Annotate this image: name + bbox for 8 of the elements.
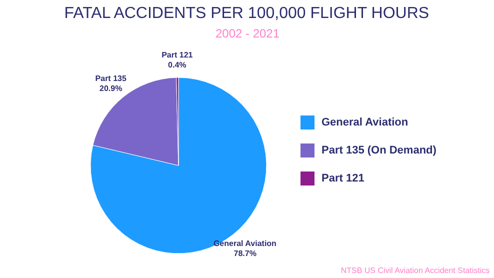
data-label: Part 121 0.4% — [162, 50, 194, 70]
text: NTSB US Civil Aviation Accident Statistics — [340, 266, 490, 275]
legend-label: Part 135 (On Demand) — [322, 144, 437, 156]
data-label: Part 135 20.9% — [95, 74, 127, 94]
legend-label: General Aviation — [322, 116, 408, 128]
chart-title: FATAL ACCIDENTS PER 100,000 FLIGHT HOURS — [64, 5, 430, 22]
legend-label: Part 121 — [322, 172, 364, 184]
chart-subtitle: 2002 - 2021 — [215, 26, 280, 40]
